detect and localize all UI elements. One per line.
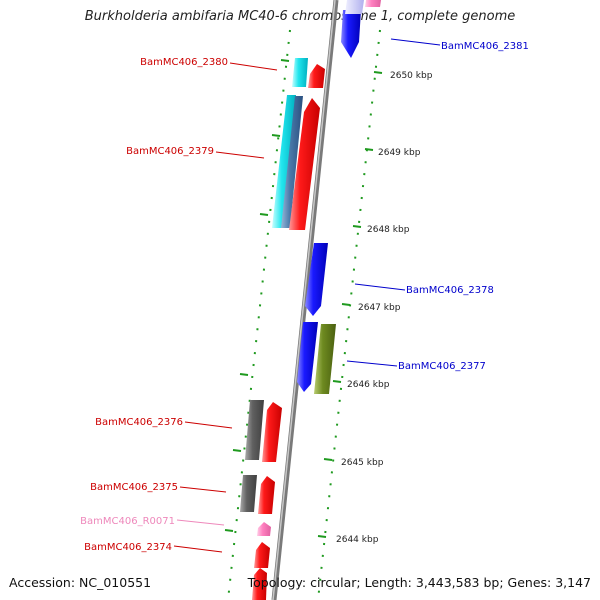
gene-arrow-bammc406-2376[interactable]	[262, 402, 282, 462]
leader-line	[346, 360, 398, 367]
gene-arrow-bammc406-2375[interactable]	[258, 476, 275, 514]
gene-arrow-bammc406-2378[interactable]	[305, 243, 328, 316]
accession-label: Accession: NC_010551	[9, 575, 152, 590]
kbp-tick	[317, 535, 327, 538]
gene-label[interactable]: BamMC406_2375	[90, 482, 178, 493]
kbp-tick	[280, 59, 290, 62]
kbp-label: 2648 kbp	[367, 225, 410, 235]
reverse-genes	[240, 58, 325, 600]
gene-arrow-bammc406-2374[interactable]	[254, 542, 270, 568]
leader-line	[215, 151, 265, 159]
kbp-tick	[271, 134, 281, 137]
gene-block-bammc406-2379-steel[interactable]	[281, 96, 303, 228]
kbp-tick	[373, 71, 383, 74]
kbp-ticks	[224, 59, 383, 538]
gene-block-bammc406-2376-gray[interactable]	[245, 400, 264, 460]
kbp-tick	[364, 148, 374, 151]
gene-arrow-bammc406-2379[interactable]	[289, 98, 320, 230]
gene-arrow-bammc406-2377-blue[interactable]	[297, 322, 318, 392]
gene-label[interactable]: BamMC406_2377	[398, 361, 486, 372]
gene-label[interactable]: BamMC406_2376	[95, 417, 183, 428]
chromosome-backbone	[271, 0, 339, 600]
gene-arrow-bammc406-r0071[interactable]	[257, 522, 271, 536]
kbp-tick	[259, 213, 269, 216]
map-title: Burkholderia ambifaria MC40-6 chromosome…	[84, 9, 516, 24]
gene-arrow-bammc406-2381[interactable]	[341, 10, 361, 58]
kbp-labels: 2650 kbp 2649 kbp 2648 kbp 2647 kbp 2646…	[336, 71, 433, 545]
genome-summary-label: Topology: circular; Length: 3,443,583 bp…	[247, 575, 591, 590]
leader-line	[354, 283, 406, 291]
kbp-label: 2645 kbp	[341, 458, 384, 468]
gene-label[interactable]: BamMC406_2381	[441, 41, 529, 52]
kbp-tick	[239, 373, 249, 376]
leader-line	[179, 486, 227, 493]
gene-block-bammc406-2379-cyan[interactable]	[272, 95, 296, 228]
leader-line	[229, 62, 278, 71]
gene-label[interactable]: BamMC406_2380	[140, 57, 228, 68]
gene-arrow-bammc406-2380[interactable]	[308, 64, 325, 88]
gene-label[interactable]: BamMC406_2379	[126, 146, 214, 157]
gene-arrow-bottom-red[interactable]	[252, 568, 267, 600]
kbp-label: 2646 kbp	[347, 380, 390, 390]
kbp-tick	[352, 225, 362, 228]
leader-line	[176, 519, 225, 526]
leader-line	[184, 421, 233, 429]
gene-label[interactable]: BamMC406_2374	[84, 542, 172, 553]
gene-labels: BamMC406_2381 BamMC406_2380 BamMC406_237…	[80, 41, 529, 553]
gene-label[interactable]: BamMC406_R0071	[80, 516, 175, 527]
gene-label[interactable]: BamMC406_2378	[406, 285, 494, 296]
kbp-label: 2650 kbp	[390, 71, 433, 81]
gene-block-bammc406-2377-olive[interactable]	[314, 324, 336, 394]
leader-line	[390, 38, 441, 46]
kbp-tick	[332, 380, 342, 383]
kbp-label: 2649 kbp	[378, 148, 421, 158]
gene-block-bammc406-2380-cyan[interactable]	[292, 58, 308, 87]
kbp-label: 2644 kbp	[336, 535, 379, 545]
kbp-tick	[323, 458, 333, 461]
gene-block-bammc406-2375-gray[interactable]	[240, 475, 257, 512]
kbp-tick	[232, 449, 242, 452]
gene-arrow-top-pink[interactable]	[365, 0, 381, 7]
kbp-tick	[341, 303, 351, 306]
kbp-tick	[224, 529, 234, 532]
kbp-label: 2647 kbp	[358, 303, 401, 313]
right-dotted-track	[317, 29, 381, 600]
forward-genes	[297, 0, 381, 394]
gene-lavender-block[interactable]	[345, 0, 364, 14]
leader-line	[173, 545, 223, 553]
leader-lines	[173, 38, 441, 553]
